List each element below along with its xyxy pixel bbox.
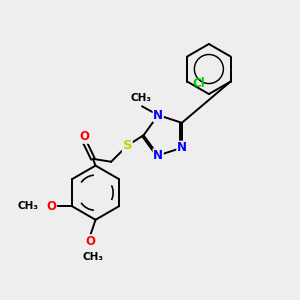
Text: CH₃: CH₃ <box>18 201 39 211</box>
Text: Cl: Cl <box>193 76 205 89</box>
Text: S: S <box>122 139 132 152</box>
Text: CH₃: CH₃ <box>82 252 103 262</box>
Text: O: O <box>79 130 89 143</box>
Text: O: O <box>46 200 56 213</box>
Text: N: N <box>153 149 163 162</box>
Text: CH₃: CH₃ <box>130 93 151 103</box>
Text: N: N <box>177 141 187 154</box>
Text: O: O <box>85 235 95 248</box>
Text: N: N <box>153 109 163 122</box>
